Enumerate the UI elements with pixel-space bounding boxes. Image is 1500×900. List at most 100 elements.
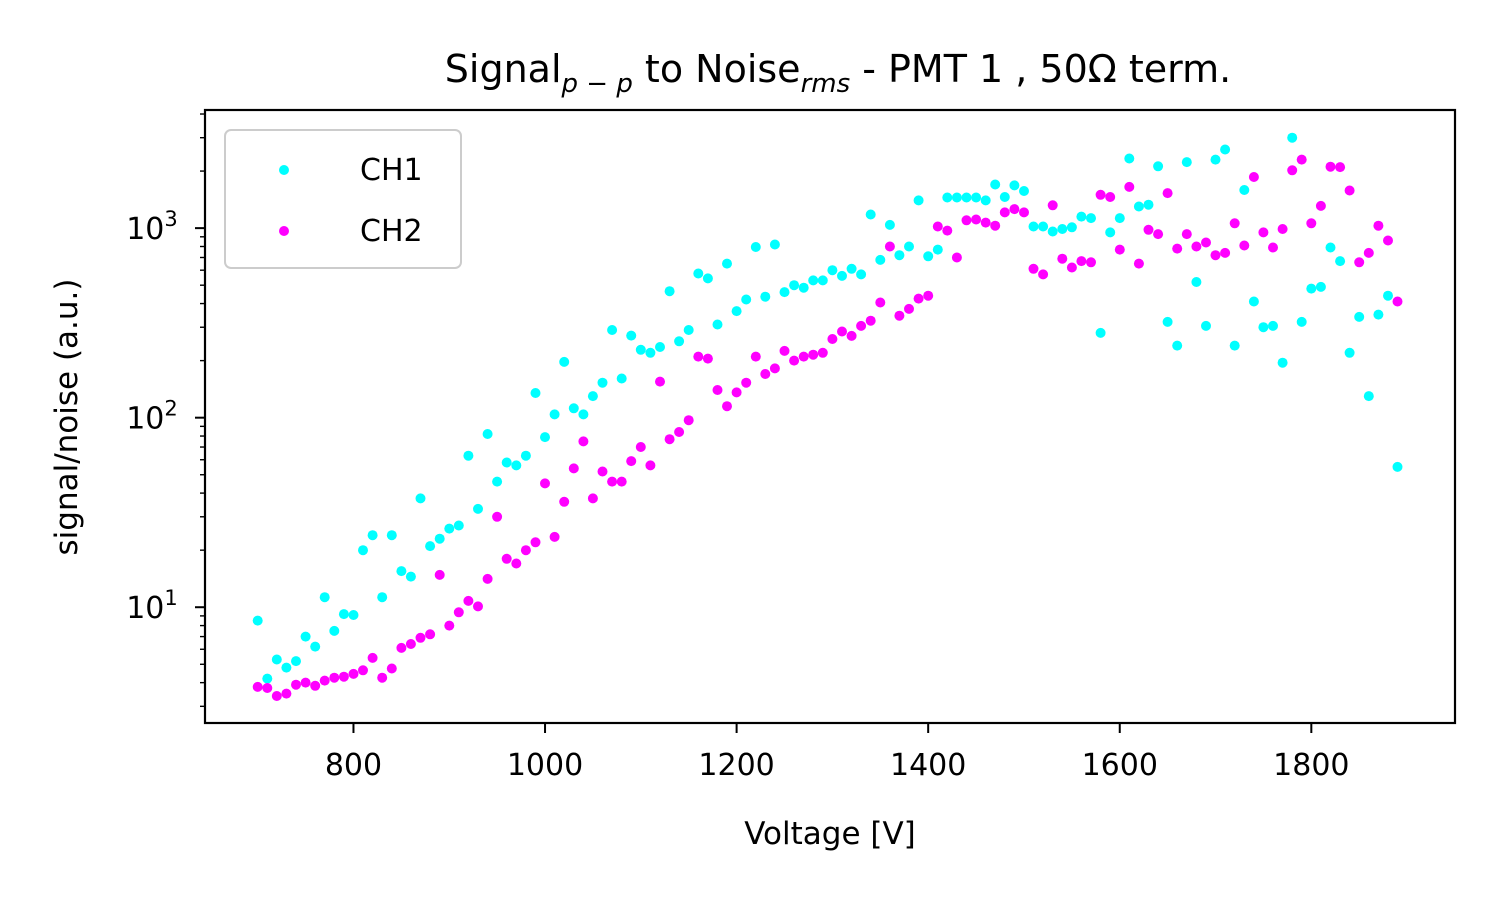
data-point-ch2 (377, 672, 388, 683)
data-point-ch1 (587, 391, 598, 402)
data-point-ch2 (750, 351, 761, 362)
data-point-ch2 (1306, 218, 1317, 229)
data-point-ch1 (262, 673, 273, 684)
data-point-ch1 (1172, 340, 1183, 351)
data-point-ch1 (722, 258, 732, 269)
data-point-ch2 (865, 315, 876, 326)
data-point-ch2 (693, 351, 704, 362)
data-point-ch2 (1153, 229, 1164, 240)
data-point-ch1 (913, 195, 924, 206)
x-axis-label: Voltage [V] (744, 816, 916, 852)
data-point-ch1 (616, 373, 627, 384)
legend-label-ch1: CH1 (360, 153, 423, 188)
data-point-ch2 (530, 537, 541, 548)
data-point-ch1 (645, 347, 656, 358)
data-point-ch1 (1162, 316, 1173, 327)
data-point-ch1 (1277, 357, 1288, 368)
data-point-ch2 (980, 217, 991, 228)
data-point-ch2 (559, 496, 570, 507)
title-mid: to Noise (633, 47, 801, 91)
data-point-ch2 (616, 476, 627, 487)
data-point-ch1 (1133, 201, 1144, 212)
data-point-ch2 (722, 401, 732, 412)
x-tick-label: 1000 (507, 748, 583, 783)
data-point-ch1 (798, 282, 809, 293)
data-point-ch1 (1248, 296, 1259, 307)
data-point-ch1 (942, 192, 953, 203)
data-point-ch1 (530, 388, 541, 398)
data-point-ch2 (358, 665, 368, 676)
data-point-ch2 (1162, 188, 1173, 199)
x-tick-label: 1800 (1273, 748, 1349, 783)
data-point-ch2 (568, 463, 579, 474)
data-point-ch1 (511, 460, 522, 471)
data-point-ch2 (386, 663, 397, 674)
data-point-ch1 (1086, 213, 1096, 224)
data-point-ch1 (607, 325, 618, 335)
data-point-ch2 (1181, 229, 1192, 240)
data-point-ch2 (473, 601, 483, 612)
data-point-ch2 (1086, 257, 1096, 268)
data-point-ch2 (1248, 172, 1259, 182)
data-point-ch2 (587, 493, 598, 504)
data-point-ch1 (1201, 320, 1211, 331)
data-point-ch1 (827, 265, 838, 276)
data-point-ch2 (664, 434, 675, 445)
data-point-ch2 (492, 511, 503, 522)
data-point-ch1 (415, 493, 426, 504)
data-point-ch2 (1277, 224, 1288, 234)
data-point-ch2 (1191, 241, 1202, 252)
data-point-ch2 (635, 442, 646, 452)
data-point-ch1 (1181, 157, 1192, 168)
data-point-ch2 (626, 456, 637, 467)
data-point-ch2 (674, 427, 685, 437)
data-points (252, 132, 1403, 701)
data-point-ch1 (875, 254, 886, 265)
data-point-ch1 (1047, 226, 1058, 237)
data-point-ch2 (607, 476, 618, 487)
data-point-ch2 (923, 290, 934, 301)
data-point-ch1 (1335, 256, 1346, 267)
data-point-ch1 (731, 306, 742, 317)
data-point-ch1 (1191, 277, 1202, 287)
data-point-ch1 (808, 275, 819, 286)
data-point-ch1 (1296, 316, 1307, 327)
data-point-ch2 (291, 679, 301, 690)
data-point-ch2 (1344, 185, 1355, 196)
data-point-ch2 (300, 677, 311, 688)
data-point-ch2 (252, 681, 263, 692)
data-point-ch2 (597, 466, 608, 477)
data-point-ch2 (1019, 207, 1029, 218)
data-point-ch1 (501, 457, 512, 468)
legend-marker-ch1 (279, 165, 289, 175)
data-point-ch1 (712, 319, 723, 330)
data-point-ch2 (760, 369, 771, 379)
title-main: Signal (445, 47, 562, 91)
data-point-ch1 (1354, 311, 1365, 322)
data-point-ch2 (1354, 257, 1365, 268)
data-point-ch1 (1268, 320, 1278, 331)
data-point-ch1 (310, 641, 321, 652)
data-point-ch2 (1315, 200, 1326, 211)
data-point-ch1 (1124, 153, 1135, 164)
data-point-ch2 (856, 320, 867, 331)
data-point-ch1 (626, 330, 637, 341)
data-point-ch2 (1210, 250, 1221, 261)
data-point-ch1 (702, 273, 713, 284)
data-point-ch2 (741, 377, 752, 388)
data-point-ch1 (1239, 185, 1250, 195)
data-point-ch2 (1133, 258, 1144, 269)
data-point-ch2 (702, 353, 713, 364)
data-point-ch2 (1229, 218, 1240, 229)
data-point-ch1 (549, 409, 560, 420)
data-point-ch2 (655, 376, 665, 387)
data-point-ch2 (1220, 247, 1231, 258)
data-point-ch2 (1268, 242, 1278, 253)
data-point-ch1 (837, 270, 847, 281)
data-point-ch1 (655, 342, 665, 352)
data-point-ch1 (1009, 180, 1020, 191)
data-point-ch1 (884, 219, 895, 230)
data-point-ch2 (415, 632, 426, 643)
data-point-ch1 (951, 192, 962, 203)
data-point-ch2 (904, 303, 914, 314)
